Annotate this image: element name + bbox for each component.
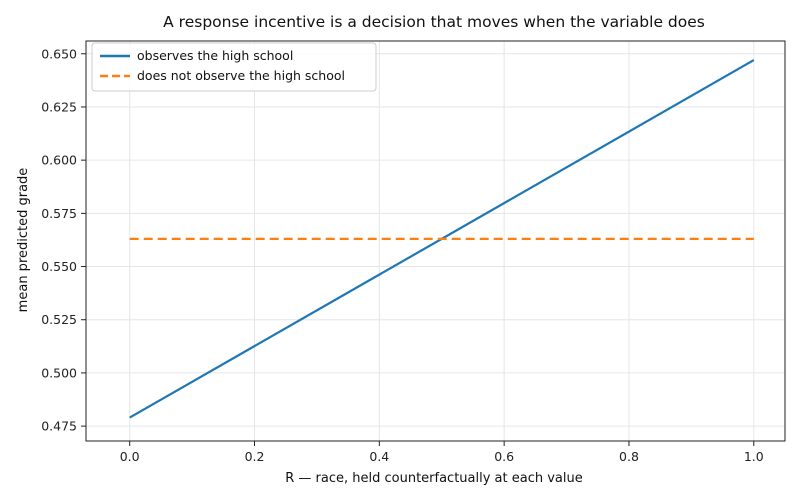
y-tick-label: 0.650 xyxy=(41,46,77,61)
y-tick-label: 0.550 xyxy=(41,259,77,274)
x-tick-label: 0.6 xyxy=(494,449,514,464)
y-tick-label: 0.500 xyxy=(41,365,77,380)
y-tick-label: 0.600 xyxy=(41,153,77,168)
plot-area-frame xyxy=(85,40,786,442)
y-tick-label: 0.475 xyxy=(41,419,77,434)
axis-ticks: 0.0 0.2 0.4 0.6 0.8 1.0 0.475 0.500 0.525 0.550 0.… xyxy=(41,46,764,464)
x-axis-label: R — race, held counterfactually at each … xyxy=(285,471,583,486)
x-tick-label: 0.4 xyxy=(369,449,389,464)
legend-box xyxy=(91,42,377,92)
x-tick-label: 0.8 xyxy=(619,449,639,464)
legend-label-observes: observes the high school xyxy=(137,48,293,63)
grid xyxy=(86,41,785,441)
x-tick-label: 1.0 xyxy=(744,449,764,464)
legend: observes the high school does not observ… xyxy=(91,42,377,92)
x-tick-label: 0.0 xyxy=(120,449,140,464)
y-tick-label: 0.625 xyxy=(41,99,77,114)
y-axis-label: mean predicted grade xyxy=(16,168,31,313)
series-layer xyxy=(129,59,755,419)
chart-title: A response incentive is a decision that … xyxy=(163,13,705,31)
x-tick-label: 0.2 xyxy=(245,449,265,464)
y-tick-label: 0.575 xyxy=(41,206,77,221)
legend-label-not-observes: does not observe the high school xyxy=(137,68,345,83)
y-tick-label: 0.525 xyxy=(41,312,77,327)
